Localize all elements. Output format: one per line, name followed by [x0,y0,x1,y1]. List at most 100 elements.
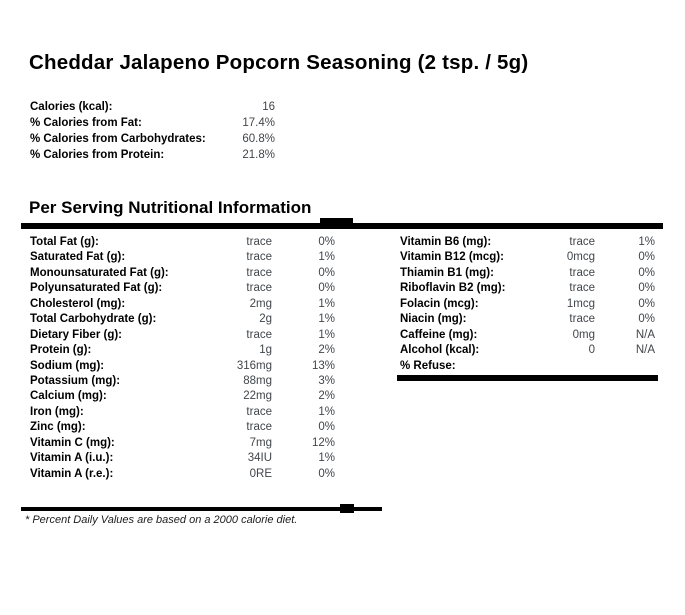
nutrient-label: Caffeine (mg): [400,328,478,341]
nutrient-daily-value: 12% [311,436,335,449]
nutrient-value: trace [569,313,595,326]
nutrient-label: Saturated Fat (g): [30,251,126,264]
summary-value: 17.4% [242,117,275,129]
nutrient-daily-value: 0% [638,282,655,295]
nutrient-label: Potassium (mg): [30,374,121,387]
nutrient-label: Protein (g): [30,344,92,357]
nutrient-label: Dietary Fiber (g): [30,328,123,341]
nutrient-daily-value: 0% [638,251,655,264]
nutrient-daily-value: N/A [635,344,655,357]
table-row: % Calories from Protein: 21.8% [30,149,290,165]
table-row: Cholesterol (mg): 2mg 1% [30,298,335,313]
table-row: Vitamin A (i.u.): 34IU 1% [30,452,335,467]
nutrient-daily-value: 0% [638,297,655,310]
nutrient-label: Zinc (mg): [30,421,86,434]
nutrient-daily-value: N/A [635,328,655,341]
nutrient-label: Vitamin C (mg): [30,436,115,449]
footer-divider-bar [21,507,382,511]
calorie-summary-table: Calories (kcal): 16 % Calories from Fat:… [30,101,290,165]
table-row: Calcium (mg): 22mg 2% [30,390,335,405]
table-row: Protein (g): 1g 2% [30,344,335,359]
nutrient-daily-value: 0% [318,282,335,295]
table-row: % Calories from Carbohydrates: 60.8% [30,133,290,149]
nutrient-value: 7mg [249,436,272,449]
nutrient-value: 0mcg [566,251,595,264]
nutrient-label: % Refuse: [400,359,456,372]
nutrient-daily-value: 13% [311,359,335,372]
nutrient-value: trace [246,266,272,279]
nutrient-value: 0 [588,344,595,357]
section-heading: Per Serving Nutritional Information [29,198,312,217]
nutrient-label: Riboflavin B2 (mg): [400,282,506,295]
summary-label: % Calories from Carbohydrates: [30,133,206,145]
nutrient-value: trace [246,236,272,248]
table-row: Total Fat (g): trace 0% [30,236,335,251]
table-row: Vitamin B12 (mcg): 0mcg 0% [400,251,655,266]
nutrient-daily-value: 0% [318,266,335,279]
section-divider-notch [320,218,353,224]
nutrient-label: Iron (mg): [30,405,84,418]
summary-label: % Calories from Fat: [30,117,142,129]
nutrition-table-left: Total Fat (g): trace 0% Saturated Fat (g… [30,236,335,483]
daily-values-footnote: * Percent Daily Values are based on a 20… [25,514,298,526]
nutrient-value: trace [569,236,595,248]
nutrient-daily-value: 0% [318,236,335,248]
table-row: Iron (mg): trace 1% [30,406,335,421]
nutrient-value: 22mg [243,390,272,403]
nutrient-daily-value: 1% [318,328,335,341]
section-divider-bar [21,223,663,229]
table-row: Calories (kcal): 16 [30,101,290,117]
table-row: Total Carbohydrate (g): 2g 1% [30,313,335,328]
nutrient-value: trace [569,282,595,295]
nutrient-label: Cholesterol (mg): [30,297,126,310]
nutrient-value: trace [246,405,272,418]
summary-value: 60.8% [242,133,275,145]
nutrient-label: Sodium (mg): [30,359,105,372]
nutrient-daily-value: 0% [318,421,335,434]
nutrient-value: 0mg [572,328,595,341]
nutrient-daily-value: 1% [318,405,335,418]
nutrient-label: Vitamin B6 (mg): [400,236,492,248]
summary-label: % Calories from Protein: [30,149,165,161]
nutrient-value: trace [246,421,272,434]
summary-label: Calories (kcal): [30,101,113,113]
table-row: Caffeine (mg): 0mg N/A [400,329,655,344]
nutrition-table-right: Vitamin B6 (mg): trace 1% Vitamin B12 (m… [400,236,655,375]
nutrient-value: trace [569,266,595,279]
table-row: Alcohol (kcal): 0 N/A [400,344,655,359]
nutrient-label: Folacin (mcg): [400,297,479,310]
nutrient-label: Total Carbohydrate (g): [30,313,157,326]
table-row: Dietary Fiber (g): trace 1% [30,329,335,344]
table-row: % Refuse: [400,360,655,375]
nutrient-label: Vitamin A (i.u.): [30,452,114,465]
summary-value: 21.8% [242,149,275,161]
nutrient-daily-value: 0% [638,313,655,326]
nutrient-value: 316mg [236,359,272,372]
table-row: Polyunsaturated Fat (g): trace 0% [30,282,335,297]
nutrient-daily-value: 1% [318,251,335,264]
nutrient-label: Polyunsaturated Fat (g): [30,282,163,295]
nutrient-value: 34IU [247,452,272,465]
nutrient-daily-value: 3% [318,374,335,387]
table-row: Thiamin B1 (mg): trace 0% [400,267,655,282]
summary-value: 16 [262,101,275,113]
nutrient-daily-value: 2% [318,390,335,403]
table-row: Zinc (mg): trace 0% [30,421,335,436]
nutrient-label: Alcohol (kcal): [400,344,480,357]
right-table-bottom-bar [397,375,658,381]
nutrient-value: 2mg [249,297,272,310]
nutrient-daily-value: 0% [638,266,655,279]
table-row: Niacin (mg): trace 0% [400,313,655,328]
table-row: Saturated Fat (g): trace 1% [30,251,335,266]
nutrient-value: 1mcg [566,297,595,310]
table-row: Potassium (mg): 88mg 3% [30,375,335,390]
table-row: Vitamin A (r.e.): 0RE 0% [30,468,335,483]
page-title: Cheddar Jalapeno Popcorn Seasoning (2 ts… [29,51,529,74]
nutrient-label: Monounsaturated Fat (g): [30,266,169,279]
nutrient-value: trace [246,328,272,341]
nutrient-daily-value: 1% [318,452,335,465]
nutrient-daily-value: 1% [638,236,655,248]
nutrient-daily-value: 0% [318,467,335,480]
nutrient-value: trace [246,282,272,295]
nutrient-value: 0RE [249,467,272,480]
